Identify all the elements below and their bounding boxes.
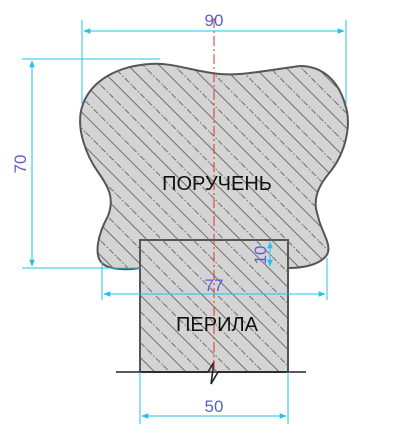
dimension-groove-depth-value: 10	[251, 246, 270, 265]
dimension-bottom-width: 77	[101, 258, 328, 300]
dimension-handrail-height-value: 70	[11, 155, 30, 174]
dimension-handrail-height: 70	[11, 58, 160, 269]
dimension-baluster-width-value: 50	[205, 397, 224, 416]
break-line	[116, 361, 306, 385]
dimension-bottom-width-value: 77	[205, 276, 224, 295]
dimension-baluster-width: 50	[139, 372, 289, 424]
baluster-label: ПЕРИЛА	[176, 314, 259, 336]
handrail-label: ПОРУЧЕНЬ	[162, 173, 272, 195]
dimension-handrail-width-value: 90	[205, 11, 224, 30]
dimension-groove-depth: 10	[251, 241, 273, 267]
dimension-handrail-width: 90	[81, 11, 347, 104]
